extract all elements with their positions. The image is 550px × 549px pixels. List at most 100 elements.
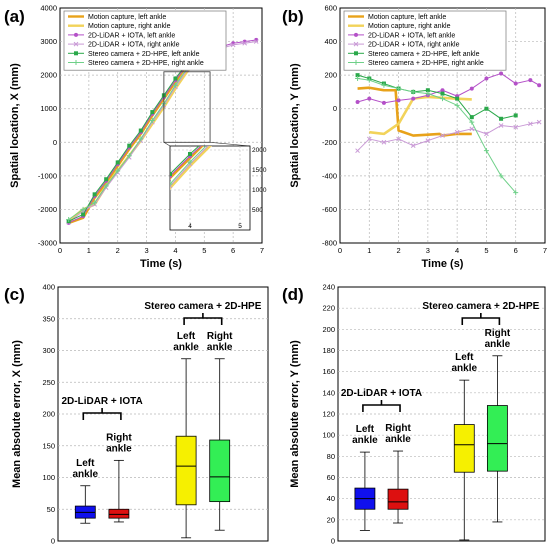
group-label: 2D-LiDAR + IOTA [61, 396, 142, 407]
data-point [170, 172, 172, 176]
data-point [268, 114, 272, 118]
box-plot: Left ankle [73, 458, 99, 524]
y-tick-label: 3000 [40, 37, 57, 46]
box-plot: Left ankle [173, 331, 199, 539]
y-tick-label: -1000 [38, 171, 57, 180]
y-tick-label: 200 [42, 410, 55, 419]
series-line [357, 74, 516, 120]
bracket-line [362, 400, 401, 412]
box-plot: Left ankle [352, 424, 378, 531]
data-point [454, 102, 460, 108]
legend-box [63, 10, 227, 71]
inset-x-tick-label: 5 [238, 223, 242, 230]
y-tick-label: 20 [327, 515, 335, 524]
box-label-line: Left [356, 424, 375, 435]
data-point [484, 76, 489, 81]
inset-y-tick-label: 500 [252, 207, 263, 214]
y-tick-label: 240 [322, 283, 335, 292]
data-point [440, 88, 445, 93]
data-point [425, 91, 431, 97]
panel-label: (c) [4, 285, 25, 304]
box-label-line: ankle [73, 469, 99, 480]
data-point [328, 106, 332, 110]
box-label-line: Left [76, 458, 95, 469]
group-label: Stereo camera + 2D-HPE [144, 301, 261, 312]
data-point [92, 192, 97, 197]
y-tick-label: 1000 [40, 104, 57, 113]
y-tick-label: 100 [42, 473, 55, 482]
y-tick-label: 200 [322, 325, 335, 334]
x-axis-label: Time (s) [422, 258, 464, 270]
y-tick-label: 50 [47, 505, 55, 514]
box-plot: Right ankle [385, 423, 411, 524]
legend-entry: Motion capture, left ankle [368, 14, 446, 21]
box-label: Left ankle [73, 458, 99, 480]
series-line [357, 78, 517, 193]
inset-x-tick-label: 4 [188, 223, 192, 230]
x-tick-label: 7 [543, 246, 547, 255]
y-tick-label: 40 [327, 494, 335, 503]
box-iqr [108, 508, 130, 519]
zoom-region [163, 71, 211, 143]
data-point [469, 86, 474, 91]
legend-entry: Stereo camera + 2D-HPE, left ankle [88, 51, 200, 58]
data-point [68, 274, 72, 278]
data-point [528, 121, 533, 127]
data-point [68, 272, 72, 276]
data-point [268, 116, 272, 120]
legend-marker [74, 32, 78, 37]
data-point [483, 148, 489, 154]
legend-entry: Stereo camera + 2D-HPE, left ankle [368, 51, 480, 58]
series-line [357, 72, 540, 104]
data-point [355, 148, 360, 154]
inset-y-tick-label: 1500 [252, 167, 267, 174]
panel-label: (a) [4, 7, 25, 26]
group-label: 2D-LiDAR + IOTA [341, 388, 422, 399]
y-tick-label: 150 [42, 441, 55, 450]
series-line [369, 95, 472, 136]
data-point [230, 42, 236, 48]
data-point [127, 143, 132, 148]
legend-entry: 2D-LiDAR + IOTA, left ankle [368, 32, 455, 39]
data-point [308, 108, 312, 112]
y-tick-label: 100 [322, 431, 335, 440]
data-point [498, 123, 504, 128]
legend-entry: Stereo camera + 2D-HPE, right ankle [88, 60, 204, 67]
data-point [410, 89, 416, 95]
box-label-line: ankle [485, 339, 511, 350]
data-point [172, 82, 178, 88]
y-tick-label: 0 [51, 537, 55, 546]
data-point [425, 138, 431, 143]
legend-marker [353, 60, 359, 65]
data-point [499, 116, 504, 121]
group-bracket: 2D-LiDAR + IOTA [341, 388, 422, 412]
legend-marker [74, 51, 78, 56]
inset-y-tick-label: 2000 [252, 147, 267, 154]
data-point [469, 115, 474, 120]
data-point [138, 136, 144, 142]
data-point [536, 119, 542, 125]
data-point [28, 310, 32, 314]
box-plot: Right ankle [485, 328, 511, 523]
y-tick-label: 300 [42, 346, 55, 355]
x-tick-label: 3 [144, 246, 148, 255]
panel-label: (b) [282, 7, 304, 26]
x-tick-label: 0 [58, 246, 62, 255]
y-tick-label: 350 [42, 314, 55, 323]
box-label-line: ankle [207, 342, 233, 353]
x-axis-label: Time (s) [140, 258, 182, 270]
box-iqr [387, 488, 409, 510]
x-tick-label: 2 [396, 246, 400, 255]
y-axis-label: Spatial location, X (mm) [9, 63, 21, 188]
legend-entry: 2D-LiDAR + IOTA, right ankle [368, 42, 460, 49]
x-tick-label: 4 [455, 246, 459, 255]
legend: Motion capture, left ankle Motion capture… [343, 10, 507, 71]
data-point [3, 320, 8, 325]
y-tick-label: 4000 [40, 4, 57, 13]
box-label-line: Right [207, 331, 233, 342]
data-point [115, 160, 120, 165]
zoom-connector [210, 141, 251, 147]
legend-marker [353, 41, 359, 47]
data-point [88, 262, 93, 267]
